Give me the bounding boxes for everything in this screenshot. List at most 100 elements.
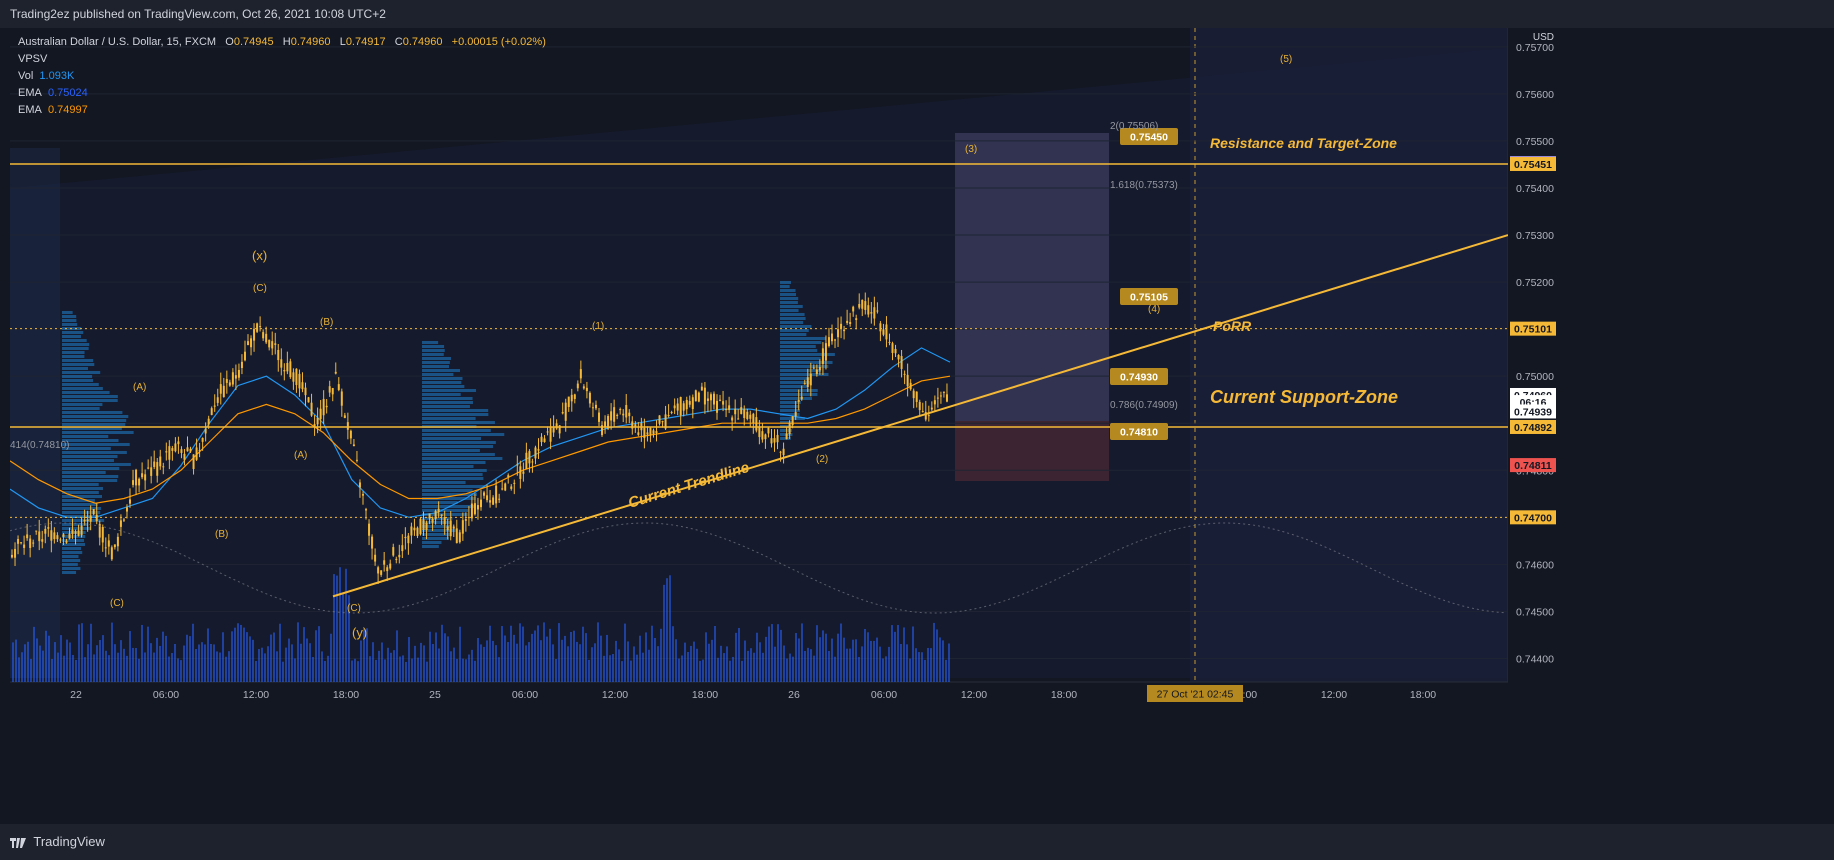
volume-bar [258,649,260,682]
candle-body [274,343,277,345]
volume-profile-bar [780,377,812,380]
candle-body [858,304,861,308]
candle-body [231,372,234,385]
candle-body [225,379,228,383]
legend-volume-row[interactable]: Vol 1.093K [18,68,546,85]
legend-vpsv[interactable]: VPSV [18,53,48,65]
volume-profile-bar [422,393,461,396]
volume-bar [12,642,14,682]
volume-profile-bar [422,409,489,412]
volume-bar [372,642,374,682]
volume-bar [477,637,479,682]
candle-body [41,539,44,542]
volume-bar [78,624,80,682]
price-badge-label: 0.74939 [1514,406,1552,418]
time-tick-label: 22 [70,689,82,701]
candle-body [782,448,785,456]
volume-bar [633,646,635,682]
candle-body [773,438,776,443]
candle-body [670,412,673,414]
footer-brand[interactable]: TradingView [33,834,105,849]
volume-bar [201,642,203,682]
candle-body [528,451,531,464]
volume-profile-bar [62,331,84,334]
volume-bar [135,647,137,682]
volume-profile-bar [62,383,99,386]
candle-body [746,411,749,420]
volume-bar [489,625,491,682]
price-tick-label: 0.74400 [1516,653,1554,665]
chart-area[interactable]: Resistance and Target-Zone PoRR Current Su… [9,28,1834,824]
candle-body [455,528,458,544]
candle-body [371,536,374,549]
volume-profile-bar [62,499,95,502]
candle-body [700,386,703,391]
candle-body [613,407,616,422]
chart-svg[interactable]: Resistance and Target-Zone PoRR Current Su… [9,28,1834,824]
volume-profile-bar [422,469,487,472]
candle-body [434,510,437,520]
legend-ema1-row[interactable]: EMA 0.75024 [18,85,546,102]
chart-legend: Australian Dollar / U.S. Dollar, 15, FXC… [18,34,546,119]
volume-profile-bar [422,445,494,448]
volume-bar [510,625,512,682]
volume-bar [234,627,236,682]
volume-bar [942,640,944,682]
candle-body [419,518,422,535]
volume-bar [159,645,161,682]
wave-label: (B) [215,529,228,540]
candle-body [446,526,449,531]
candle-body [501,488,504,490]
volume-bar [930,648,932,682]
candle-body [313,424,316,428]
candle-body [243,351,246,361]
candle-body [788,422,791,435]
volume-bar [336,575,338,682]
volume-profile-bar [780,405,800,408]
volume-bar [399,656,401,682]
volume-profile-bar [422,477,484,480]
candle-body [676,403,679,411]
candle-body [924,412,927,420]
candle-body [165,451,168,453]
volume-bar [744,640,746,682]
candle-body [464,519,467,521]
candle-body [691,397,694,410]
volume-bar [243,627,245,682]
volume-bar [417,657,419,682]
candle-body [537,449,540,451]
candle-body [386,567,389,572]
candle-body [458,532,461,543]
volume-bar [639,635,641,682]
candle-body [177,441,180,445]
legend-high-label: H [282,36,291,48]
legend-ema2-row[interactable]: EMA 0.74997 [18,102,546,119]
volume-profile-bar [422,437,482,440]
price-badge-label: 0.74700 [1514,512,1552,524]
legend-high: 0.74960 [290,36,331,48]
wave-label: (C) [253,283,267,294]
volume-bar [741,660,743,682]
candle-body [582,386,585,389]
trendline [332,234,1509,598]
volume-bar [165,635,167,682]
crosshair-time-badge [1147,685,1243,702]
candle-body [352,444,355,447]
candle-body [703,387,706,405]
volume-profile-bar [62,491,99,494]
candle-body [809,373,812,386]
legend-symbol[interactable]: Australian Dollar / U.S. Dollar, 15, FXC… [18,36,217,48]
volume-bar [468,654,470,682]
candle-body [35,530,38,532]
legend-low: 0.74917 [345,36,386,48]
volume-bar [618,649,620,682]
candle-body [38,531,41,542]
volume-profile-bar [780,333,807,336]
candle-body [377,567,380,574]
candle-body [234,375,237,379]
volume-bar [918,652,920,682]
volume-bar [522,626,524,682]
legend-vol-label: Vol [18,70,34,82]
candle-body [62,534,65,537]
time-tick-label: 18:00 [1051,689,1077,701]
